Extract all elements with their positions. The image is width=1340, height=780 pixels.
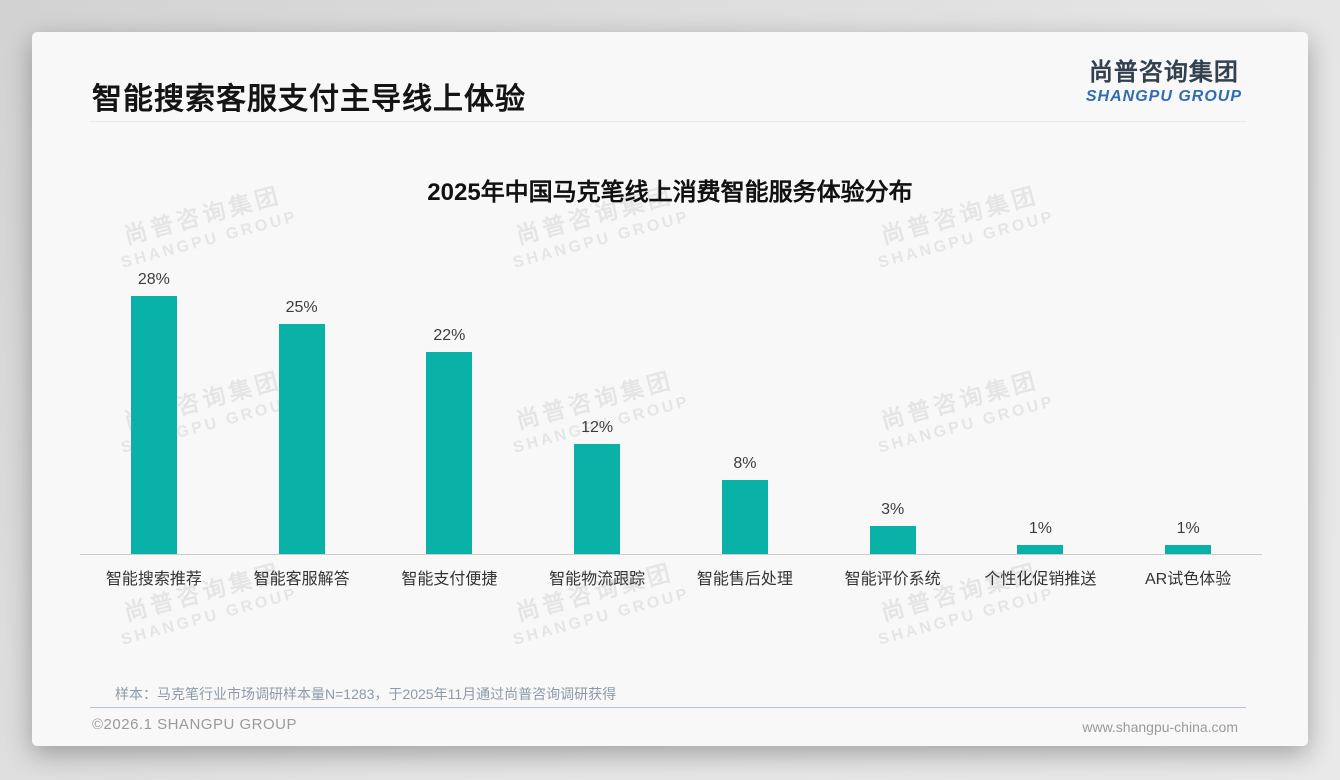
copyright-text: ©2026.1 SHANGPU GROUP [92,716,297,733]
category-label: 智能物流跟踪 [549,571,646,588]
bar-value-label: 25% [285,299,318,316]
website-text: www.shangpu-china.com [1082,719,1238,735]
bar-column: 25% [228,299,376,554]
bar-column: 12% [523,419,671,554]
category-label: 个性化促销推送 [984,571,1097,588]
bar-column: 28% [80,271,228,554]
bar [869,526,916,554]
sample-footnote: 样本：马克笔行业市场调研样本量N=1283，于2025年11月通过尚普咨询调研获… [115,686,617,702]
watermark: 尚普咨询集团 SHANGPU GROUP [119,558,300,649]
slide-title: 智能搜索客服支付主导线上体验 [92,83,526,116]
category-label: 智能售后处理 [696,571,793,588]
bar-column: 3% [819,501,967,554]
header-divider [90,121,1246,122]
bar [574,443,621,554]
bar [278,324,325,554]
bar [1165,544,1212,554]
slide-card: 尚普咨询集团 SHANGPU GROUP 尚普咨询集团 SHANGPU GROUP 尚普… [32,32,1308,746]
bar-value-label: 8% [733,455,757,473]
bar [721,480,768,554]
bar-value-label: 12% [581,418,614,436]
company-logo-en: SHANGPU GROUP [1085,88,1242,105]
x-axis-labels: 智能搜索推荐 智能客服解答 智能支付便捷 智能物流跟踪 智能售后处理 智能评价系统 个性化促… [80,565,1262,589]
company-logo: 尚普咨询集团 SHANGPU GROUP [1086,52,1242,106]
x-axis-line [80,554,1262,555]
bar-value-label: 1% [1176,519,1200,537]
footer-divider [90,707,1246,708]
bar-value-label: 3% [881,501,905,519]
bar-column: 1% [967,520,1115,554]
bar-value-label: 1% [1028,519,1052,537]
category-label: AR试色体验 [1145,571,1232,588]
bar-column: 22% [376,327,524,554]
bar-column: 1% [1114,520,1262,554]
bar-value-label: 22% [433,326,466,344]
category-label: 智能支付便捷 [401,571,498,588]
category-label: 智能搜索推荐 [105,571,202,588]
watermark: 尚普咨询集团 SHANGPU GROUP [511,558,692,649]
company-logo-zh: 尚普咨询集团 [1088,59,1239,86]
watermark: 尚普咨询集团 SHANGPU GROUP [876,558,1057,649]
chart-title: 2025年中国马克笔线上消费智能服务体验分布 [427,179,913,206]
bar [426,351,473,554]
category-label: 智能评价系统 [844,571,941,588]
bar-chart: 28% 25% 22% 12% 8% 3% 1% 1% [80,224,1262,554]
bar-column: 8% [671,455,819,554]
bar [1017,544,1064,554]
bar-value-label: 28% [137,271,170,289]
bar [130,296,177,554]
category-label: 智能客服解答 [253,571,350,588]
